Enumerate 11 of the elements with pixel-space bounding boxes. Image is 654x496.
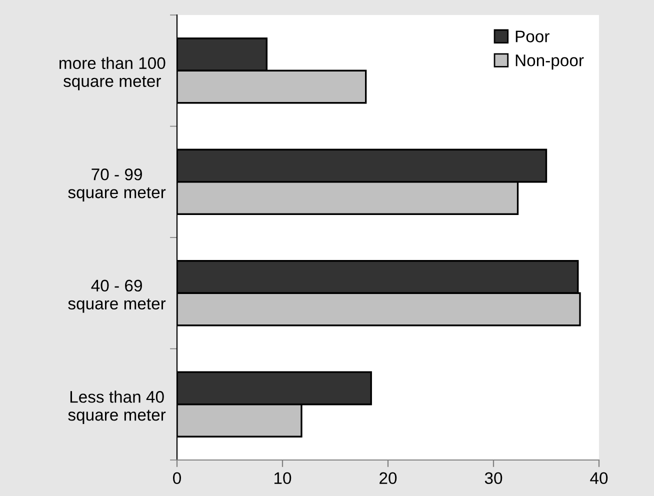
y-tick-label: Less than 40 square meter xyxy=(68,390,166,424)
x-tick-label: 20 xyxy=(380,472,397,484)
x-tick-label: 10 xyxy=(274,472,292,484)
legend-label: Poor xyxy=(516,30,550,42)
x-tick-label: 30 xyxy=(484,472,502,484)
x-tick-label: 0 xyxy=(173,472,181,484)
y-tick-label: 40 - 69 square meter xyxy=(68,280,166,313)
x-tick-label: 40 xyxy=(590,472,608,484)
y-tick-label: 70 - 99 square meter xyxy=(68,168,166,202)
legend-label: Non-poor xyxy=(516,54,584,70)
y-tick-label: more than 100 square meter xyxy=(60,56,166,90)
